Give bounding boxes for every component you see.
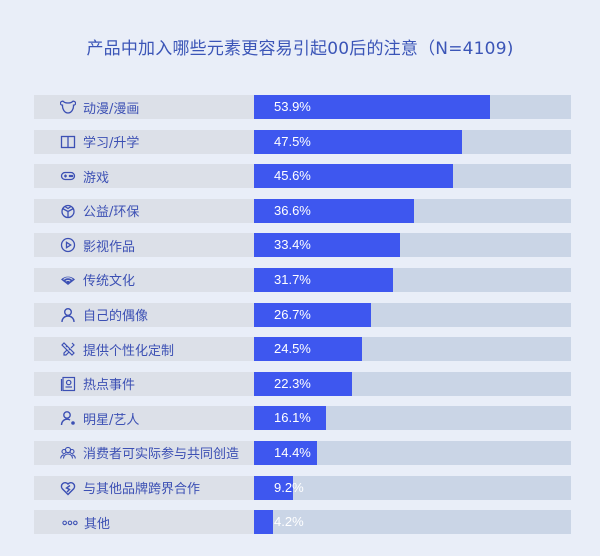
row-label: 与其他品牌跨界合作 [34, 475, 254, 500]
category-label: 提供个性化定制 [83, 343, 175, 359]
bar-row: 自己的偶像 26.7% [34, 302, 571, 327]
bar-row: 明星/艺人 16.1% [34, 406, 571, 431]
bar-fill [254, 510, 273, 535]
bar-fill [254, 267, 393, 292]
row-label: 热点事件 [34, 371, 254, 396]
star-person-icon [60, 410, 76, 426]
bar-track: 16.1% [254, 406, 571, 431]
category-label: 游戏 [83, 170, 110, 186]
row-label: 明星/艺人 [34, 406, 254, 431]
more-dots-icon [61, 514, 79, 530]
value-label: 22.3% [274, 375, 311, 391]
open-book-icon [60, 134, 76, 150]
row-label: 其他 [34, 510, 254, 535]
value-label: 47.5% [274, 133, 311, 149]
bar-row: 热点事件 22.3% [34, 371, 571, 396]
row-label: 学习/升学 [34, 129, 254, 154]
bar-track: 14.4% [254, 440, 571, 465]
value-label: 33.4% [274, 237, 311, 253]
value-label: 36.6% [274, 202, 311, 218]
value-label: 4.2% [274, 514, 304, 530]
bar-row: 影视作品 33.4% [34, 233, 571, 258]
bar-row: 提供个性化定制 24.5% [34, 337, 571, 362]
value-label: 24.5% [274, 341, 311, 357]
play-circle-icon [60, 237, 76, 253]
bar-row: 游戏 45.6% [34, 164, 571, 189]
bar-chart: 动漫/漫画 53.9% 学习/升学 47.5% 游戏 45.6% [34, 95, 571, 545]
category-label: 影视作品 [83, 239, 136, 255]
category-label: 自己的偶像 [83, 309, 149, 325]
category-label: 热点事件 [83, 378, 136, 394]
bar-track: 31.7% [254, 267, 571, 292]
bar-row: 动漫/漫画 53.9% [34, 95, 571, 119]
bar-fill [254, 406, 326, 431]
value-label: 26.7% [274, 306, 311, 322]
category-label: 学习/升学 [83, 136, 140, 152]
category-label: 消费者可实际参与共同创造 [83, 447, 240, 463]
category-label: 公益/环保 [83, 205, 140, 221]
bar-fill [254, 440, 317, 465]
category-label: 与其他品牌跨界合作 [83, 482, 201, 498]
bar-row: 消费者可实际参与共同创造 14.4% [34, 440, 571, 465]
chart-title: 产品中加入哪些元素更容易引起00后的注意（N=4109) [86, 39, 514, 59]
value-label: 16.1% [274, 410, 311, 426]
value-label: 9.2% [274, 479, 304, 495]
bar-row: 公益/环保 36.6% [34, 198, 571, 223]
bar-fill [254, 198, 414, 223]
news-frame-icon [60, 376, 76, 392]
bar-track: 47.5% [254, 129, 571, 154]
bar-fill [254, 95, 490, 119]
bar-track: 36.6% [254, 198, 571, 223]
row-label: 游戏 [34, 164, 254, 189]
category-label: 动漫/漫画 [83, 101, 140, 117]
row-label: 传统文化 [34, 267, 254, 292]
value-label: 14.4% [274, 444, 311, 460]
row-label: 动漫/漫画 [34, 95, 254, 119]
bar-fill [254, 302, 371, 327]
tools-icon [60, 341, 76, 357]
row-label: 消费者可实际参与共同创造 [34, 440, 254, 465]
row-label: 影视作品 [34, 233, 254, 258]
bar-fill [254, 233, 400, 258]
bar-fill [254, 164, 453, 189]
fan-icon [60, 272, 76, 288]
bear-head-icon [60, 99, 76, 115]
bar-fill [254, 337, 362, 362]
person-icon [60, 307, 76, 323]
people-group-icon [60, 445, 76, 461]
row-label: 公益/环保 [34, 198, 254, 223]
heart-handshake-icon [60, 480, 76, 496]
bar-row: 其他 4.2% [34, 510, 571, 535]
bar-track: 9.2% [254, 475, 571, 500]
bar-fill [254, 371, 352, 396]
row-label: 自己的偶像 [34, 302, 254, 327]
bar-row: 与其他品牌跨界合作 9.2% [34, 475, 571, 500]
value-label: 53.9% [274, 99, 311, 114]
bar-track: 4.2% [254, 510, 571, 535]
bar-track: 53.9% [254, 95, 571, 119]
recycle-icon [60, 203, 76, 219]
row-label: 提供个性化定制 [34, 337, 254, 362]
bar-track: 22.3% [254, 371, 571, 396]
value-label: 31.7% [274, 271, 311, 287]
bar-fill [254, 475, 293, 500]
bar-track: 45.6% [254, 164, 571, 189]
bar-row: 学习/升学 47.5% [34, 129, 571, 154]
category-label: 其他 [84, 516, 111, 532]
bar-fill [254, 129, 462, 154]
gamepad-icon [60, 168, 76, 184]
category-label: 明星/艺人 [83, 412, 140, 428]
category-label: 传统文化 [83, 274, 136, 290]
bar-track: 26.7% [254, 302, 571, 327]
value-label: 45.6% [274, 168, 311, 184]
bar-row: 传统文化 31.7% [34, 267, 571, 292]
bar-track: 33.4% [254, 233, 571, 258]
bar-track: 24.5% [254, 337, 571, 362]
